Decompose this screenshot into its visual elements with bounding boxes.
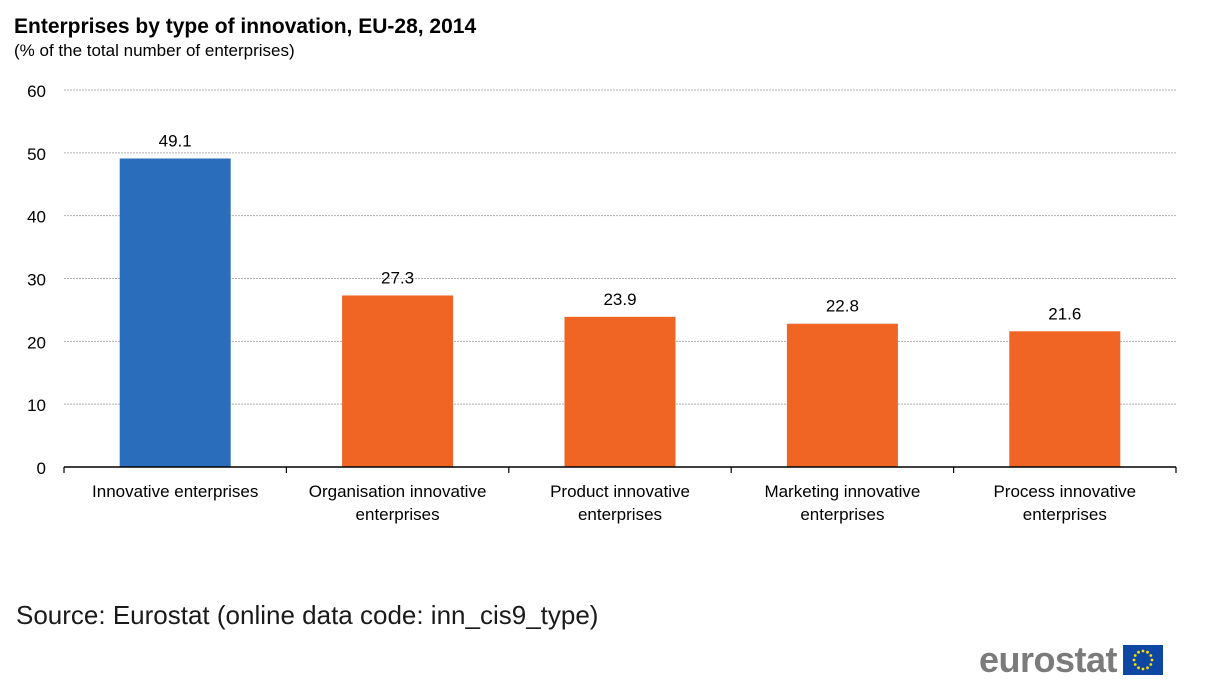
eurostat-logo: eurostat bbox=[979, 639, 1164, 680]
flag-star bbox=[1146, 666, 1149, 670]
chart-title: Enterprises by type of innovation, EU-28… bbox=[14, 15, 477, 38]
y-tick-label: 50 bbox=[27, 145, 46, 164]
y-tick-label: 0 bbox=[37, 459, 46, 478]
flag-star bbox=[1133, 654, 1137, 657]
bar-chart: 0 10 20 30 40 50 60 49.1 27.3 23.9 22.8 21.6 Innovat… bbox=[27, 82, 1177, 524]
x-tick-label: Innovative enterprises bbox=[92, 482, 258, 501]
x-tick-label: Marketing innovative enterprises bbox=[764, 482, 920, 524]
data-label: 22.8 bbox=[826, 297, 859, 316]
bar bbox=[119, 158, 231, 467]
chart-subtitle: (% of the total number of enterprises) bbox=[14, 41, 295, 60]
y-tick-label: 30 bbox=[27, 271, 46, 290]
y-tick-label: 40 bbox=[27, 208, 46, 227]
flag-star bbox=[1133, 663, 1137, 666]
logo-wordmark: eurostat bbox=[979, 639, 1118, 680]
x-tick-label: Product innovative enterprises bbox=[550, 482, 690, 524]
flag-star bbox=[1141, 649, 1145, 653]
x-tick-label: Organisation innovative enterprises bbox=[309, 482, 487, 524]
flag-star bbox=[1149, 654, 1153, 657]
bar bbox=[564, 316, 676, 467]
flag-star bbox=[1146, 650, 1149, 654]
bar bbox=[786, 323, 898, 467]
data-label: 27.3 bbox=[381, 268, 414, 287]
flag-star bbox=[1132, 658, 1136, 662]
flag-star bbox=[1150, 658, 1154, 662]
flag-star bbox=[1149, 663, 1153, 666]
flag-star bbox=[1137, 650, 1140, 654]
bar bbox=[1009, 331, 1121, 467]
data-label: 23.9 bbox=[603, 290, 636, 309]
flag-star bbox=[1137, 666, 1140, 670]
data-label: 49.1 bbox=[159, 131, 192, 150]
x-tick-label: Process innovative enterprises bbox=[993, 482, 1136, 524]
y-tick-label: 10 bbox=[27, 396, 46, 415]
source-note: Source: Eurostat (online data code: inn_… bbox=[16, 600, 599, 630]
bar bbox=[342, 295, 454, 467]
y-tick-label: 60 bbox=[27, 82, 46, 101]
data-label: 21.6 bbox=[1048, 304, 1081, 323]
flag-star bbox=[1141, 667, 1145, 671]
eu-flag-icon bbox=[1123, 645, 1164, 675]
y-tick-label: 20 bbox=[27, 333, 46, 352]
